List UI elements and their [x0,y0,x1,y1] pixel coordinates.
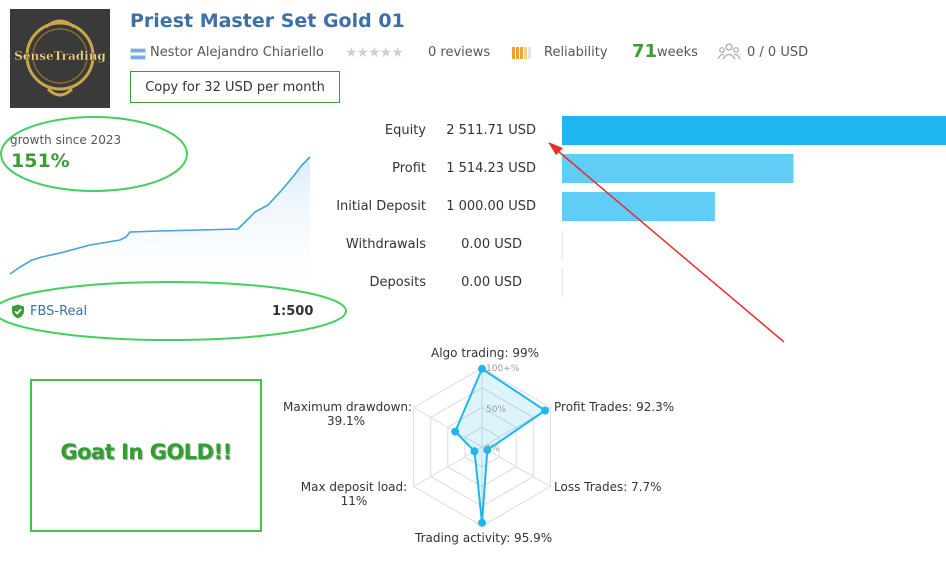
reviews-link[interactable]: 0 reviews [428,45,491,60]
radar-label-max-drawdown-title: Maximum drawdown: [283,400,413,414]
radar-grid-label-100: 100+% [486,364,520,374]
annotation-arrow-line [551,145,785,343]
balance-bar-0 [562,116,946,145]
growth-value: 151% [11,150,70,172]
copy-subscribe-button[interactable]: Copy for 32 USD per month [130,71,340,103]
radar-label-max-drawdown: Maximum drawdown: 39.1% [283,400,413,428]
radar-grid-label-50: 50% [486,405,506,415]
weeks-label: weeks [657,45,698,60]
weeks-value: 71 [632,41,658,62]
svg-text:SenseTrading: SenseTrading [14,49,106,63]
annotation-box [30,379,262,532]
radar-label-profit-trades: Profit Trades: 92.3% [554,400,675,414]
radar-point-5 [451,427,460,436]
radar-label-trading-activity: Trading activity: 95.9% [415,531,553,545]
annotation-arrowhead [548,142,563,155]
reliability-bars-icon [512,47,531,59]
verified-shield-icon [11,304,25,323]
deposits-label: Deposits [369,275,426,290]
radar-spoke-4 [413,446,483,487]
growth-highlight-ellipse [0,116,188,192]
growth-label: growth since 2023 [10,133,122,147]
radar-point-0 [478,364,486,373]
deposits-value: 0.00 USD [461,275,522,290]
page-title: Priest Master Set Gold 01 [130,10,405,32]
system-logo: SenseTrading [10,9,110,108]
radar-label-loss-trades: Loss Trades: 7.7% [554,480,662,494]
radar-grid-label-0: 0% [485,444,500,454]
balance-bar-1 [562,154,794,183]
balance-bar-2 [562,192,715,221]
annotation-text: Goat In GOLD!! [60,440,232,464]
rating-stars-icon: ★★★★★ [345,45,404,61]
withdrawals-value: 0.00 USD [461,237,522,252]
subscribers-value: 0 / 0 USD [747,45,809,60]
initial-deposit-value: 1 000.00 USD [446,199,536,214]
radar-point-3 [478,518,486,527]
equity-label: Equity [384,123,426,138]
profit-value: 1 514.23 USD [446,161,536,176]
equity-value: 2 511.71 USD [446,123,536,138]
profit-label: Profit [392,161,426,176]
radar-label-max-drawdown-value: 39.1% [326,414,366,428]
withdrawals-label: Withdrawals [345,237,426,252]
radar-point-2 [483,446,492,454]
radar-label-max-deposit-load-value: 11% [340,494,368,508]
broker-highlight-ellipse [0,281,347,341]
radar-spoke-5 [413,407,483,448]
growth-chart [9,156,311,300]
radar-point-1 [541,406,550,415]
broker-link[interactable]: FBS-Real [30,304,88,319]
radar-series-polygon [454,367,547,523]
radar-label-max-deposit-load: Max deposit load: 11% [298,480,410,508]
argentina-flag-icon [130,48,146,60]
author-link[interactable]: Nestor Alejandro Chiariello [150,45,324,60]
initial-deposit-label: Initial Deposit [336,199,426,214]
subscribers-icon [717,42,741,66]
leverage-value: 1:500 [272,304,314,319]
radar-label-algo-trading: Algo trading: 99% [431,346,540,360]
radar-label-max-deposit-load-title: Max deposit load: [300,480,408,494]
reliability-label: Reliability [544,45,608,60]
radar-spoke-2 [481,446,551,487]
radar-point-4 [470,447,479,456]
